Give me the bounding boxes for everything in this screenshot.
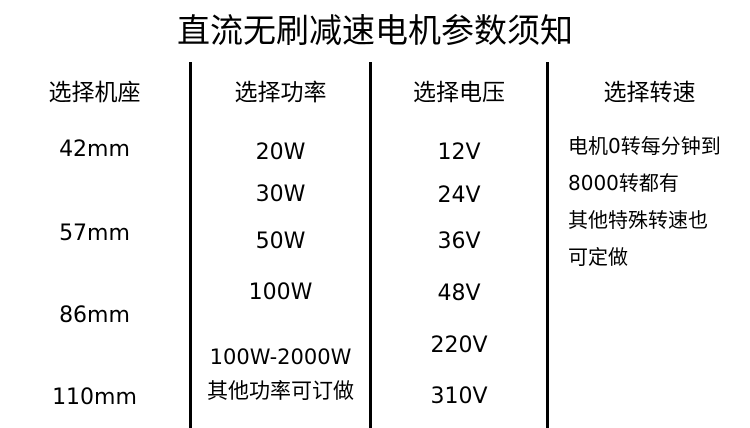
- column-divider-3: [546, 62, 549, 428]
- cell-power-5: 100W-2000W: [209, 345, 352, 369]
- column-frame-size: 选择机座: [0, 62, 189, 108]
- cell-voltage-4: 48V: [437, 281, 481, 306]
- cell-frame-size-4: 110mm: [52, 385, 137, 410]
- speed-description: 电机0转每分钟到 8000转都有 其他特殊转速也 可定做: [568, 128, 750, 276]
- cell-power-1: 20W: [255, 140, 306, 165]
- cell-voltage-3: 36V: [437, 229, 481, 254]
- speed-line-4: 可定做: [568, 245, 628, 269]
- cell-voltage-2: 24V: [437, 183, 481, 208]
- cell-frame-size-2: 57mm: [59, 221, 130, 246]
- cell-voltage-1: 12V: [437, 140, 481, 165]
- cell-voltage-5: 220V: [430, 333, 488, 358]
- column-header-frame-size: 选择机座: [48, 80, 141, 106]
- cell-power-2: 30W: [255, 182, 306, 207]
- column-header-voltage: 选择电压: [413, 80, 505, 106]
- column-header-speed: 选择转速: [603, 80, 696, 106]
- cell-frame-size-1: 42mm: [59, 137, 130, 162]
- speed-line-1: 电机0转每分钟到: [568, 134, 721, 158]
- column-voltage: 选择电压: [372, 62, 546, 108]
- cell-voltage-6: 310V: [430, 384, 488, 409]
- column-header-power: 选择功率: [234, 80, 327, 106]
- column-divider-1: [189, 62, 192, 428]
- speed-line-3: 其他特殊转速也: [568, 208, 708, 232]
- column-divider-2: [369, 62, 372, 428]
- speed-line-2: 8000转都有: [568, 171, 679, 195]
- column-speed: 选择转速: [549, 62, 750, 108]
- cell-power-4: 100W: [248, 280, 313, 305]
- cell-power-3: 50W: [255, 229, 306, 254]
- column-power: 选择功率: [192, 62, 369, 108]
- cell-power-6: 其他功率可订做: [207, 379, 354, 403]
- cell-frame-size-3: 86mm: [59, 303, 130, 328]
- page-title: 直流无刷减速电机参数须知: [177, 11, 573, 50]
